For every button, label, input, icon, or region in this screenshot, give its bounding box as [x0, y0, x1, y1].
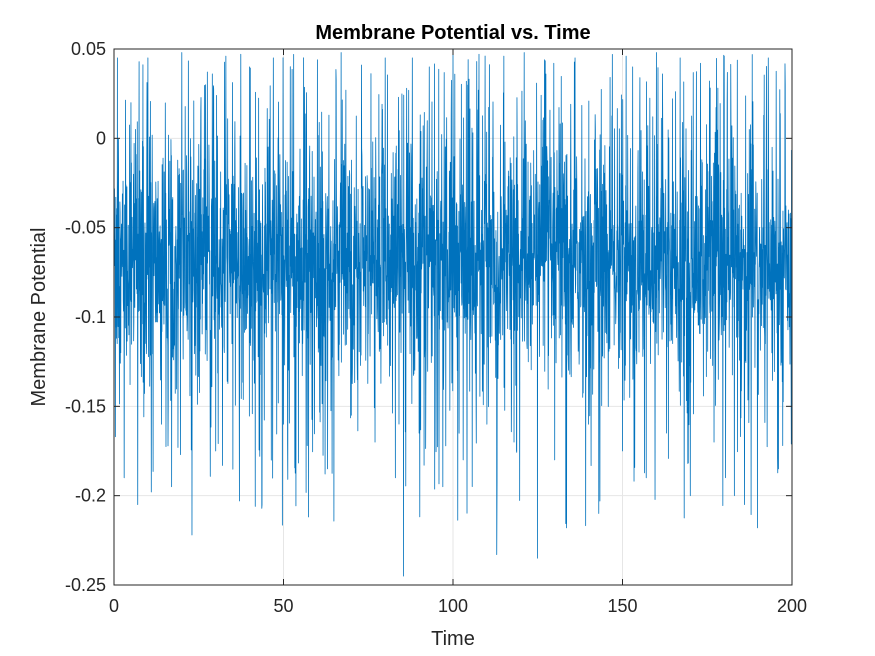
x-tick-label: 200 — [777, 596, 807, 616]
x-tick-label: 50 — [273, 596, 293, 616]
y-tick-label: 0 — [96, 128, 106, 148]
y-tick-label: 0.05 — [71, 39, 106, 59]
x-tick-labels: 0 50 100 150 200 — [109, 596, 807, 616]
x-tick-label: 150 — [607, 596, 637, 616]
y-tick-labels: -0.25 -0.2 -0.15 -0.1 -0.05 0 0.05 — [65, 39, 106, 595]
x-tick-label: 0 — [109, 596, 119, 616]
y-tick-label: -0.25 — [65, 575, 106, 595]
y-tick-label: -0.15 — [65, 396, 106, 416]
y-tick-label: -0.2 — [75, 486, 106, 506]
x-axis-label: Time — [431, 628, 475, 650]
chart-title: Membrane Potential vs. Time — [315, 22, 590, 44]
y-tick-label: -0.1 — [75, 307, 106, 327]
y-axis-label: Membrane Potential — [28, 228, 50, 407]
axis-ticks — [113, 48, 793, 586]
x-tick-label: 100 — [438, 596, 468, 616]
y-tick-label: -0.05 — [65, 218, 106, 238]
